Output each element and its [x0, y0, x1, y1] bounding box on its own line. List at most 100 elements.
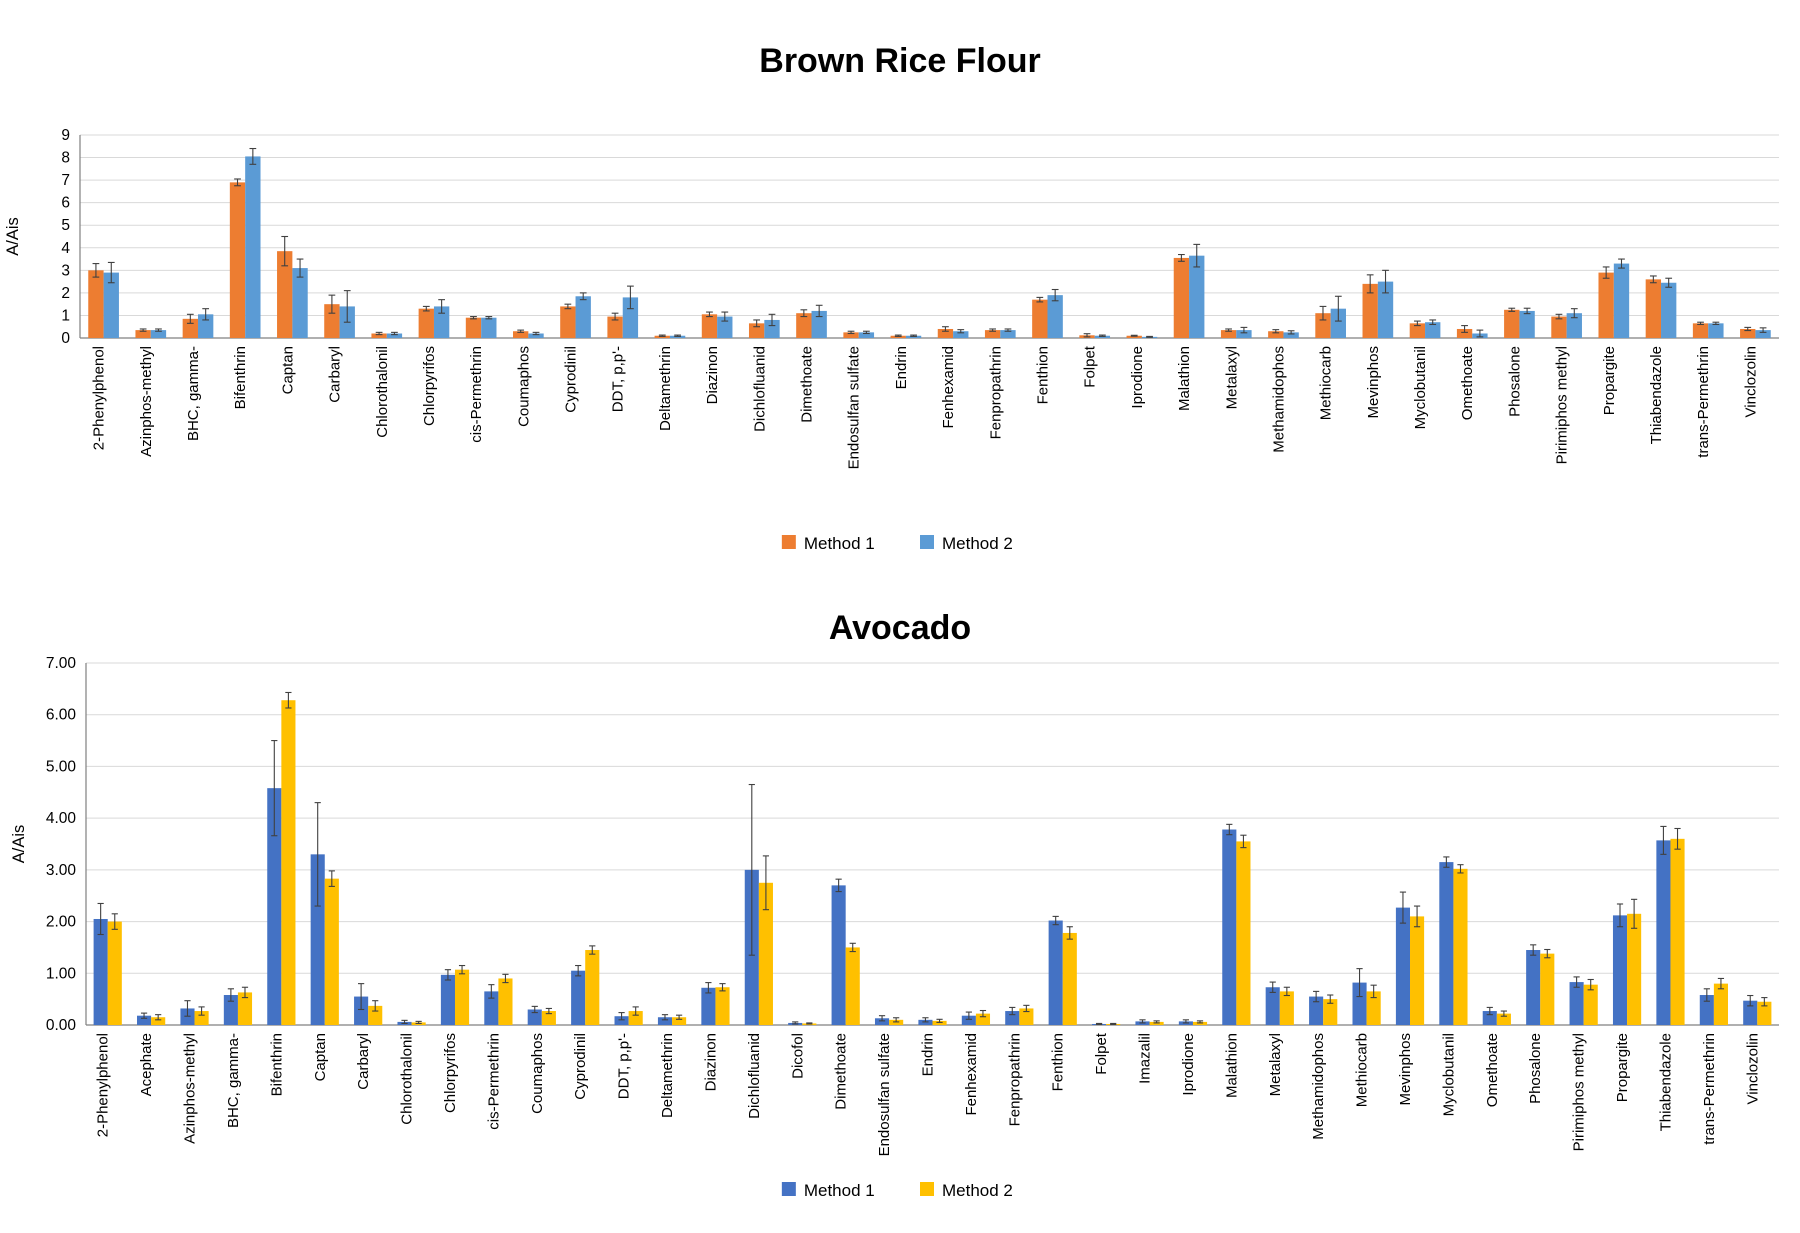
svg-text:Endosulfan sulfate: Endosulfan sulfate	[876, 1033, 893, 1156]
svg-text:2.00: 2.00	[46, 914, 77, 931]
svg-text:Iprodione: Iprodione	[1129, 346, 1146, 409]
svg-text:1: 1	[61, 307, 70, 324]
svg-text:Fenhexamid: Fenhexamid	[940, 346, 957, 429]
svg-text:Fenthion: Fenthion	[1050, 1033, 1067, 1091]
svg-text:Brown Rice Flour: Brown Rice Flour	[759, 42, 1040, 80]
svg-text:Propargite: Propargite	[1601, 346, 1618, 415]
svg-text:Methiocarb: Methiocarb	[1318, 346, 1335, 420]
svg-text:Methamidophos: Methamidophos	[1310, 1033, 1327, 1140]
svg-text:Deltamethrin: Deltamethrin	[659, 1033, 676, 1118]
svg-text:Chlorpyrifos: Chlorpyrifos	[421, 346, 438, 426]
svg-text:Phosalone: Phosalone	[1527, 1033, 1544, 1104]
svg-text:A/Ais: A/Ais	[4, 217, 22, 256]
svg-text:A/Ais: A/Ais	[10, 825, 28, 864]
svg-text:Mevinphos: Mevinphos	[1365, 346, 1382, 419]
svg-text:5.00: 5.00	[46, 758, 77, 775]
svg-text:Bifenthrin: Bifenthrin	[268, 1033, 285, 1096]
svg-text:Bifenthrin: Bifenthrin	[232, 346, 249, 409]
svg-text:Folpet: Folpet	[1093, 1032, 1110, 1075]
svg-text:Chlorothalonil: Chlorothalonil	[399, 1033, 416, 1125]
svg-text:Diazinon: Diazinon	[704, 346, 721, 404]
svg-text:Mevinphos: Mevinphos	[1397, 1033, 1414, 1106]
svg-text:Chlorpyrifos: Chlorpyrifos	[442, 1033, 459, 1113]
svg-text:cis-Permethrin: cis-Permethrin	[485, 1033, 502, 1130]
svg-text:8: 8	[61, 150, 70, 167]
svg-text:2: 2	[61, 285, 70, 302]
svg-text:Cyprodinil: Cyprodinil	[572, 1033, 589, 1100]
svg-text:Pirimiphos methyl: Pirimiphos methyl	[1571, 1033, 1588, 1151]
svg-text:Dichlofluanid: Dichlofluanid	[746, 1033, 763, 1119]
svg-text:5: 5	[61, 217, 70, 234]
svg-text:Fenpropathrin: Fenpropathrin	[987, 346, 1004, 439]
svg-text:Dichlofluanid: Dichlofluanid	[751, 346, 768, 432]
svg-text:Avocado: Avocado	[829, 609, 971, 647]
svg-text:1.00: 1.00	[46, 965, 77, 982]
svg-text:Method 1: Method 1	[804, 1181, 875, 1200]
svg-text:Thiabendazole: Thiabendazole	[1648, 346, 1665, 444]
svg-text:Pirimiphos methyl: Pirimiphos methyl	[1554, 346, 1571, 464]
svg-text:Omethoate: Omethoate	[1459, 346, 1476, 420]
svg-text:Fenpropathrin: Fenpropathrin	[1006, 1033, 1023, 1126]
svg-text:Methamidophos: Methamidophos	[1270, 346, 1287, 453]
svg-text:Azinphos-methyl: Azinphos-methyl	[182, 1033, 199, 1144]
svg-text:Method 2: Method 2	[942, 1181, 1013, 1200]
svg-text:Deltamethrin: Deltamethrin	[657, 346, 674, 431]
svg-text:Malathion: Malathion	[1176, 346, 1193, 411]
svg-text:Malathion: Malathion	[1223, 1033, 1240, 1098]
svg-text:Coumaphos: Coumaphos	[529, 1033, 546, 1114]
svg-text:Method 2: Method 2	[942, 534, 1013, 553]
svg-text:3.00: 3.00	[46, 862, 77, 879]
svg-text:Methiocarb: Methiocarb	[1354, 1033, 1371, 1107]
svg-text:2-Phenylphenol: 2-Phenylphenol	[91, 346, 108, 450]
svg-text:Endrin: Endrin	[920, 1033, 937, 1076]
svg-text:Propargite: Propargite	[1614, 1033, 1631, 1102]
svg-text:Acephate: Acephate	[138, 1033, 155, 1096]
svg-text:Imazalil: Imazalil	[1137, 1033, 1154, 1084]
svg-text:Metalaxyl: Metalaxyl	[1223, 346, 1240, 409]
svg-text:DDT, p,p'-: DDT, p,p'-	[616, 1033, 633, 1099]
svg-text:Dicofol: Dicofol	[789, 1033, 806, 1079]
svg-text:6: 6	[61, 195, 70, 212]
svg-text:Diazinon: Diazinon	[702, 1033, 719, 1091]
svg-text:Phosalone: Phosalone	[1506, 346, 1523, 417]
svg-text:Method 1: Method 1	[804, 534, 875, 553]
svg-text:Metalaxyl: Metalaxyl	[1267, 1033, 1284, 1096]
svg-text:Folpet: Folpet	[1082, 345, 1099, 388]
svg-text:7: 7	[61, 172, 70, 189]
svg-text:DDT, p,p'-: DDT, p,p'-	[610, 346, 627, 412]
svg-text:trans-Permethrin: trans-Permethrin	[1701, 1033, 1718, 1145]
svg-text:Carbaryl: Carbaryl	[355, 1033, 372, 1090]
svg-text:Iprodione: Iprodione	[1180, 1033, 1197, 1096]
svg-text:Vinclozolin: Vinclozolin	[1744, 1033, 1761, 1104]
svg-text:4: 4	[61, 240, 70, 257]
svg-text:BHC, gamma-: BHC, gamma-	[225, 1033, 242, 1128]
svg-text:Dimethoate: Dimethoate	[833, 1033, 850, 1110]
svg-text:Carbaryl: Carbaryl	[327, 346, 344, 403]
svg-text:cis-Permethrin: cis-Permethrin	[468, 346, 485, 443]
svg-text:BHC, gamma-: BHC, gamma-	[185, 346, 202, 441]
svg-text:Endrin: Endrin	[893, 346, 910, 389]
svg-text:0: 0	[61, 330, 70, 347]
svg-text:trans-Permethrin: trans-Permethrin	[1695, 346, 1712, 458]
svg-text:4.00: 4.00	[46, 810, 77, 827]
svg-text:Captan: Captan	[279, 346, 296, 394]
svg-text:Omethoate: Omethoate	[1484, 1033, 1501, 1107]
svg-text:Myclobutanil: Myclobutanil	[1440, 1033, 1457, 1116]
svg-text:6.00: 6.00	[46, 707, 77, 724]
svg-text:Thiabendazole: Thiabendazole	[1657, 1033, 1674, 1131]
svg-text:9: 9	[61, 127, 70, 144]
svg-text:Fenthion: Fenthion	[1034, 346, 1051, 404]
svg-text:Coumaphos: Coumaphos	[515, 346, 532, 427]
svg-text:Endosulfan sulfate: Endosulfan sulfate	[846, 346, 863, 469]
svg-text:7.00: 7.00	[46, 655, 77, 672]
svg-text:3: 3	[61, 262, 70, 279]
svg-text:Dimethoate: Dimethoate	[799, 346, 816, 423]
svg-text:2-Phenylphenol: 2-Phenylphenol	[95, 1033, 112, 1137]
svg-text:Myclobutanil: Myclobutanil	[1412, 346, 1429, 429]
svg-text:Vinclozolin: Vinclozolin	[1742, 346, 1759, 417]
svg-text:0.00: 0.00	[46, 1017, 77, 1034]
svg-text:Fenhexamid: Fenhexamid	[963, 1033, 980, 1116]
svg-text:Cyprodinil: Cyprodinil	[563, 346, 580, 413]
svg-text:Azinphos-methyl: Azinphos-methyl	[138, 346, 155, 457]
svg-text:Captan: Captan	[312, 1033, 329, 1081]
